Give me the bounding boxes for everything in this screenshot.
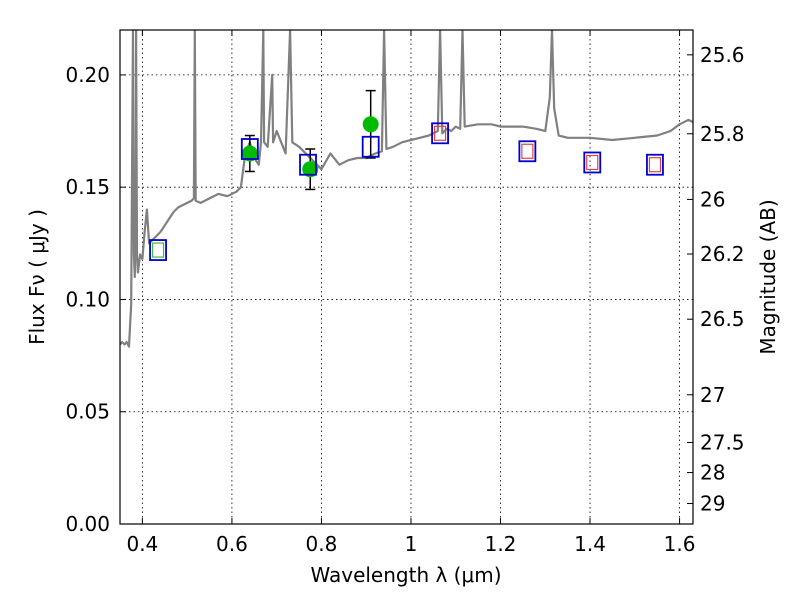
right-tick-label: 25.8: [700, 122, 745, 146]
grid-lines: [120, 30, 693, 525]
x-tick-label: 1: [405, 532, 418, 556]
model-point-inner: [151, 242, 165, 258]
model-point-inner: [586, 154, 599, 171]
spectrum-line: [120, 30, 693, 348]
right-tick-label: 26: [700, 187, 725, 211]
model-point-inner: [648, 157, 662, 173]
plot-frame: [119, 29, 694, 525]
right-tick-label: 27: [700, 383, 725, 407]
observed-point: [362, 116, 379, 133]
y-axis-label-right: Magnitude (AB): [756, 199, 780, 354]
y-tick-label: 0.20: [65, 63, 110, 87]
model-point-inner: [433, 125, 447, 141]
model-point: [361, 135, 380, 158]
right-tick-label: 27.5: [700, 430, 745, 454]
x-axis-label: Wavelength λ (μm): [310, 563, 501, 587]
spectrum-layer: [120, 30, 693, 348]
model-layer: [149, 122, 664, 261]
y-tick-label: 0.10: [65, 287, 110, 311]
observed-layer: [241, 89, 379, 191]
right-tick-label: 29: [700, 492, 725, 516]
observed-point: [241, 145, 258, 162]
right-tick-label: 28: [700, 461, 725, 485]
x-tick-label: 0.8: [306, 532, 338, 556]
y-tick-label: 0.15: [65, 175, 110, 199]
x-tick-label: 0.4: [126, 532, 158, 556]
x-tick-label: 1.4: [574, 532, 606, 556]
y-tick-label: 0.05: [65, 400, 110, 424]
right-tick-label: 26.2: [700, 242, 745, 266]
x-tick-label: 0.6: [216, 532, 248, 556]
right-tick-label: 25.6: [700, 43, 745, 67]
axes-layer: 0.4 0.6 0.8 1 1.2 1.4 1.6 0.00 0.05 0.10 0.15 0.20 2…: [65, 30, 745, 556]
model-point-inner: [521, 143, 534, 159]
model-point: [646, 153, 664, 176]
observed-point: [302, 161, 319, 178]
model-point: [299, 153, 317, 176]
y-axis-label-left: Flux Fν ( μJy ): [25, 209, 49, 345]
x-tick-label: 1.6: [664, 532, 696, 556]
model-point: [431, 122, 449, 145]
model-point: [149, 239, 167, 261]
right-tick-label: 26.5: [700, 307, 745, 331]
x-tick-label: 1.2: [485, 532, 517, 556]
model-point: [240, 138, 259, 160]
model-point: [583, 151, 602, 174]
model-point: [518, 140, 537, 163]
y-tick-label: 0.00: [65, 512, 110, 536]
